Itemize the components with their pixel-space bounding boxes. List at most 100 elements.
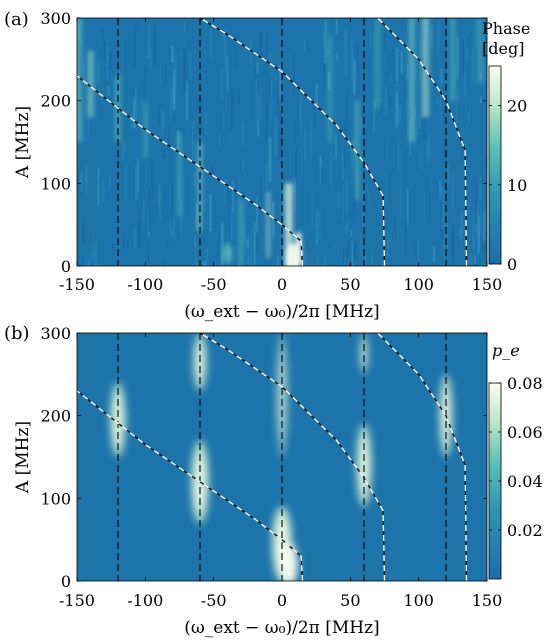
- noise-streak: [398, 105, 401, 124]
- x-tick-label: 50: [340, 591, 360, 610]
- noise-streak: [116, 50, 118, 62]
- noise-streak: [250, 226, 252, 266]
- noise-streak: [293, 178, 297, 212]
- noise-streak: [384, 33, 386, 63]
- noise-streak: [424, 191, 426, 222]
- noise-streak: [360, 117, 363, 134]
- panel-a-y-ticks: 0 100 200 300: [40, 9, 487, 276]
- noise-streak: [467, 104, 470, 124]
- noise-streak: [283, 191, 286, 210]
- noise-streak: [351, 240, 354, 266]
- noise-streak: [460, 211, 463, 246]
- x-tick-label: 0: [277, 591, 287, 610]
- noise-streak: [342, 248, 345, 266]
- noise-streak: [422, 118, 426, 141]
- noise-streak: [453, 217, 456, 224]
- noise-streak: [227, 181, 230, 218]
- noise-streak: [323, 257, 327, 266]
- noise-streak: [94, 263, 98, 266]
- noise-streak: [103, 38, 106, 63]
- noise-streak: [279, 65, 282, 99]
- noise-streak: [484, 158, 487, 166]
- noise-streak: [260, 87, 262, 124]
- noise-streak: [265, 35, 269, 68]
- y-tick-label: 200: [40, 92, 71, 111]
- noise-streak: [253, 66, 257, 79]
- noise-streak: [352, 60, 356, 96]
- y-tick-label: 0: [61, 572, 71, 591]
- noise-streak: [230, 212, 233, 242]
- noise-streak: [349, 229, 353, 237]
- noise-streak: [220, 223, 224, 266]
- noise-streak: [112, 243, 115, 251]
- panel-a-noise: [77, 18, 487, 266]
- noise-streak: [183, 48, 187, 94]
- noise-streak: [173, 73, 175, 105]
- noise-streak: [147, 240, 149, 266]
- noise-streak: [142, 200, 145, 222]
- noise-streak: [464, 71, 467, 98]
- noise-streak: [304, 129, 307, 162]
- noise-streak: [259, 31, 263, 56]
- noise-streak: [440, 201, 443, 239]
- noise-streak: [348, 229, 351, 255]
- noise-streak: [391, 49, 395, 57]
- noise-streak: [170, 181, 173, 217]
- resonance-streak: [354, 100, 360, 200]
- noise-streak: [270, 79, 273, 123]
- noise-streak: [257, 93, 260, 137]
- panel-a-colorbar: [488, 65, 502, 265]
- noise-streak: [255, 234, 259, 253]
- noise-streak: [266, 164, 268, 189]
- resonance-peak: [222, 243, 233, 264]
- noise-streak: [232, 180, 234, 213]
- noise-streak: [230, 85, 234, 131]
- probability-peak: [279, 542, 298, 581]
- noise-streak: [428, 130, 431, 164]
- noise-streak: [333, 242, 335, 251]
- noise-streak: [136, 22, 140, 29]
- noise-streak: [121, 40, 123, 81]
- noise-streak: [370, 253, 374, 265]
- noise-streak: [295, 146, 298, 179]
- noise-streak: [404, 84, 407, 126]
- noise-streak: [282, 187, 285, 201]
- x-tick-label: 150: [472, 591, 503, 610]
- noise-streak: [406, 64, 409, 80]
- noise-streak: [479, 213, 482, 235]
- noise-streak: [171, 45, 174, 63]
- colorbar-tick-label: 0.06: [507, 423, 543, 442]
- noise-streak: [122, 133, 125, 141]
- resonance-streak: [327, 34, 333, 142]
- noise-streak: [183, 127, 185, 173]
- noise-streak: [465, 47, 468, 60]
- noise-streak: [82, 61, 85, 82]
- noise-streak: [100, 34, 102, 46]
- colorbar-tick-label: 0: [507, 255, 517, 274]
- noise-streak: [369, 24, 371, 50]
- noise-streak: [148, 189, 151, 232]
- noise-streak: [93, 251, 95, 258]
- noise-streak: [184, 22, 186, 32]
- x-tick-label: 0: [277, 275, 287, 294]
- noise-streak: [345, 245, 349, 257]
- noise-streak: [135, 164, 138, 201]
- noise-streak: [193, 173, 197, 187]
- noise-streak: [406, 188, 409, 226]
- noise-streak: [440, 103, 442, 134]
- resonance-streak: [408, 18, 415, 142]
- noise-streak: [404, 220, 407, 257]
- x-tick-label: -100: [127, 591, 163, 610]
- noise-streak: [457, 88, 460, 102]
- noise-streak: [384, 51, 386, 68]
- noise-streak: [78, 147, 80, 169]
- noise-streak: [253, 221, 256, 265]
- noise-streak: [102, 178, 105, 202]
- noise-streak: [395, 92, 399, 129]
- noise-streak: [85, 164, 88, 195]
- noise-streak: [229, 132, 232, 143]
- noise-streak: [344, 37, 348, 76]
- x-tick-label: -100: [127, 275, 163, 294]
- noise-streak: [389, 96, 392, 107]
